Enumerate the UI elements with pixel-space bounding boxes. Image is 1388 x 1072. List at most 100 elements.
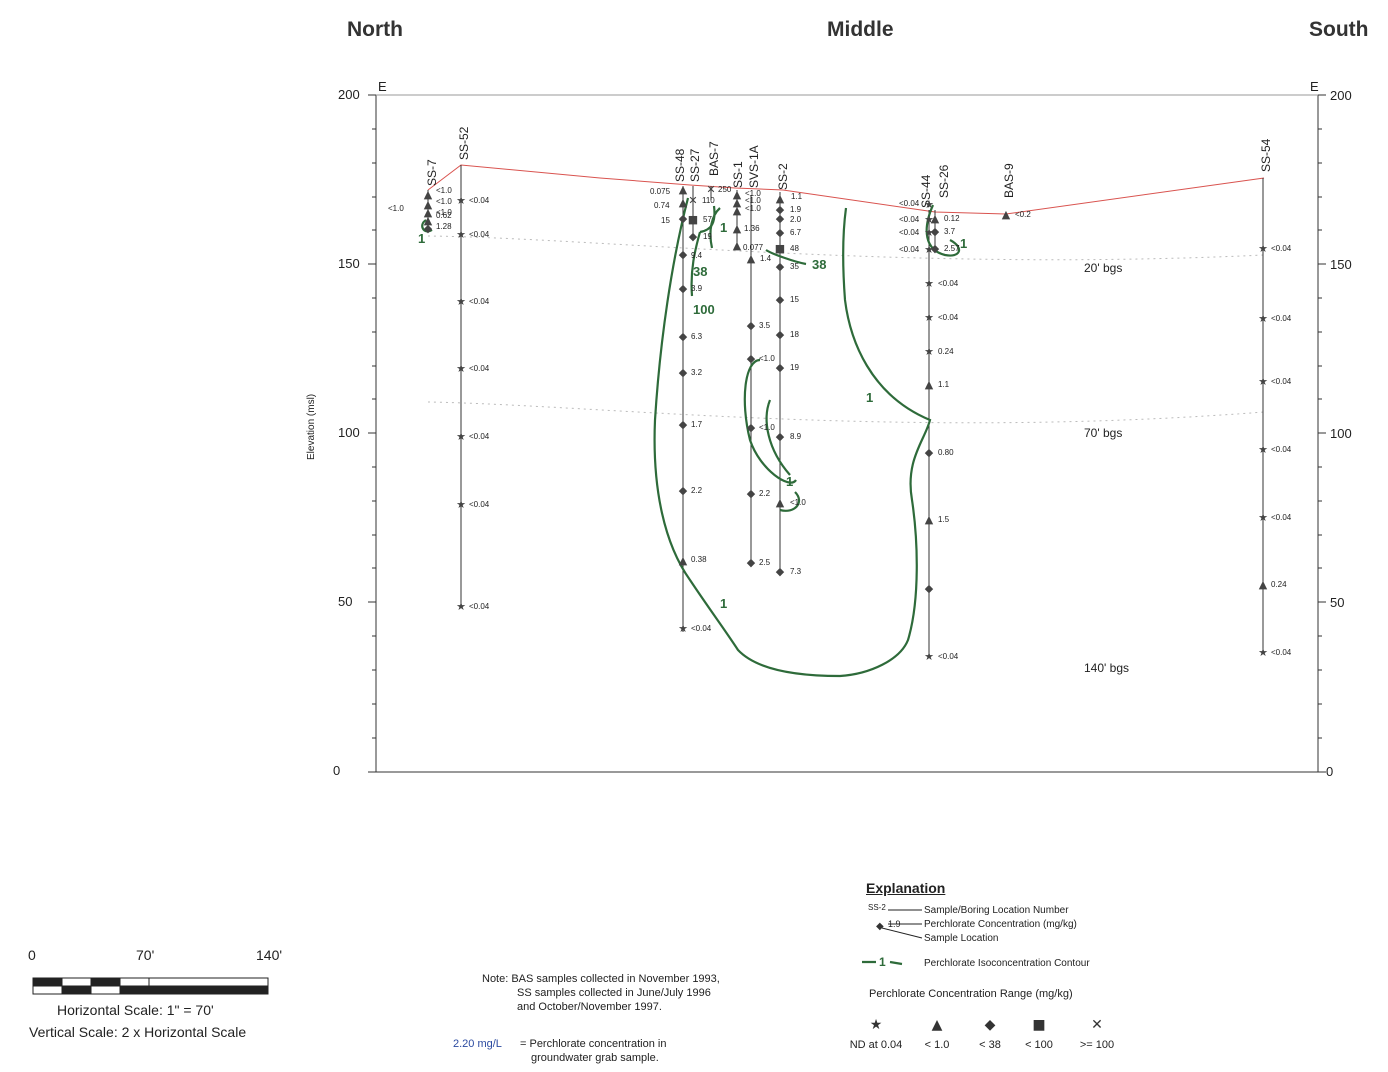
square-marker: ■ — [688, 213, 698, 226]
note-line-2: SS samples collected in June/July 1996 — [517, 987, 711, 999]
middle-header: Middle — [827, 18, 894, 41]
star-marker: ★ — [924, 277, 934, 290]
contour-label: 38 — [693, 264, 707, 279]
depth-lines — [427, 235, 1265, 424]
triangle-marker: ▲ — [776, 192, 785, 205]
left-tick: 100 — [338, 425, 360, 440]
left-tick: 200 — [338, 87, 360, 102]
star-marker: ★ — [456, 295, 466, 308]
groundwater-text-2: groundwater grab sample. — [531, 1052, 659, 1064]
horizontal-scale-label: Horizontal Scale: 1" = 70' — [57, 1002, 214, 1018]
sample-value: 0.24 — [938, 347, 954, 356]
contour-label: 1 — [418, 231, 425, 246]
star-marker: ★ — [456, 194, 466, 207]
sample-value: <0.04 — [1271, 314, 1292, 323]
north-header: North — [347, 18, 403, 41]
contour-label: 100 — [693, 302, 715, 317]
diamond-marker: ◆ — [931, 225, 940, 238]
depth-label-70: 70' bgs — [1084, 426, 1122, 440]
diamond-marker: ◆ — [747, 421, 756, 434]
sample-value: 1.9 — [790, 205, 802, 214]
star-marker: ★ — [456, 600, 466, 613]
star-marker: ★ — [1258, 646, 1268, 659]
right-tick: 50 — [1330, 595, 1344, 610]
right-tick: 150 — [1330, 257, 1352, 272]
boring-name-ss44: SS-44 — [919, 174, 933, 208]
triangle-marker: ▲ — [679, 196, 688, 209]
diamond-marker: ◆ — [925, 582, 934, 595]
vertical-scale-label: Vertical Scale: 2 x Horizontal Scale — [29, 1024, 247, 1040]
sample-value: <0.04 — [1271, 513, 1292, 522]
left-tick: 0 — [333, 763, 340, 778]
isoconcentration-contours — [421, 197, 961, 678]
sample-value: 0.80 — [938, 448, 954, 457]
diamond-marker: ◆ — [776, 361, 785, 374]
sample-value: 7.3 — [790, 567, 802, 576]
boring-names: SS-7 SS-52 SS-48 SS-27 BAS-7 SS-1 SVS-1A… — [425, 126, 1273, 208]
sample-value: 1.28 — [436, 222, 452, 231]
sample-value: <0.04 — [938, 279, 959, 288]
triangle-marker: ▲ — [733, 239, 742, 252]
sample-value: 18 — [790, 330, 799, 339]
sample-value: <0.04 — [691, 624, 712, 633]
right-tick: 100 — [1330, 426, 1352, 441]
diamond-marker: ◆ — [776, 203, 785, 216]
sample-value: <1.0 — [436, 186, 452, 195]
right-axis-labels: 200 150 100 50 0 — [1326, 88, 1352, 779]
star-marker: ★ — [456, 362, 466, 375]
sample-value: 2.5 — [759, 558, 771, 567]
triangle-marker: ▲ — [424, 206, 433, 219]
star-marker: ★ — [924, 311, 934, 324]
star-marker: ★ — [1258, 242, 1268, 255]
sample-value: <1.0 — [436, 197, 452, 206]
star-marker: ★ — [1258, 511, 1268, 524]
sample-value: 35 — [790, 262, 799, 271]
triangle-marker: ▲ — [424, 214, 433, 227]
sample-value: 0.077 — [743, 243, 764, 252]
sample-value: 6.7 — [790, 228, 802, 237]
sample-value: <0.04 — [1271, 377, 1292, 386]
legend-x-icon: ✕ — [1091, 1017, 1103, 1033]
sample-value: 1.1 — [791, 192, 803, 201]
south-header: South — [1309, 18, 1369, 41]
triangle-marker: ▲ — [679, 183, 688, 196]
sample-value: 8.9 — [790, 432, 802, 441]
diamond-marker: ◆ — [679, 330, 688, 343]
sample-value: <1.0 — [388, 204, 404, 213]
triangle-marker: ▲ — [424, 198, 433, 211]
boring-name-ss52: SS-52 — [457, 126, 471, 160]
sample-value: <0.04 — [469, 297, 490, 306]
triangle-marker: ▲ — [733, 204, 742, 217]
sample-value: 48 — [790, 244, 799, 253]
sample-value: 19 — [790, 363, 799, 372]
contour-label: 38 — [812, 257, 826, 272]
triangle-marker: ▲ — [776, 496, 785, 509]
star-marker: ★ — [924, 650, 934, 663]
sample-value: <0.04 — [899, 245, 920, 254]
sample-value: 1.7 — [691, 420, 703, 429]
triangle-marker: ▲ — [931, 212, 940, 225]
sample-value: <0.04 — [1271, 648, 1292, 657]
contour-label: 1 — [720, 220, 727, 235]
sample-value: <0.04 — [469, 196, 490, 205]
right-tick: 0 — [1326, 764, 1333, 779]
diamond-marker: ◆ — [747, 352, 756, 365]
sample-value: 3.2 — [691, 368, 703, 377]
left-tick: 150 — [338, 256, 360, 271]
sample-value: <0.04 — [469, 500, 490, 509]
star-marker: ★ — [924, 198, 934, 211]
borehole-lines — [427, 165, 1264, 656]
diamond-marker: ◆ — [679, 418, 688, 431]
boring-name-ss7: SS-7 — [425, 159, 439, 186]
sample-value: <0.04 — [469, 230, 490, 239]
depth-label-140: 140' bgs — [1084, 661, 1129, 675]
sample-value: 0.24 — [1271, 580, 1287, 589]
left-axis-labels: 200 150 100 50 0 — [333, 87, 360, 778]
legend-diamond-icon: ◆ — [876, 921, 884, 932]
boring-name-ss26: SS-26 — [937, 164, 951, 198]
diamond-marker: ◆ — [679, 212, 688, 225]
legend-example-graphics — [881, 909, 923, 939]
legend-value-example: 1.9 — [888, 919, 901, 929]
corner-label-right: E — [1310, 79, 1319, 94]
sample-value: <0.2 — [1015, 210, 1031, 219]
